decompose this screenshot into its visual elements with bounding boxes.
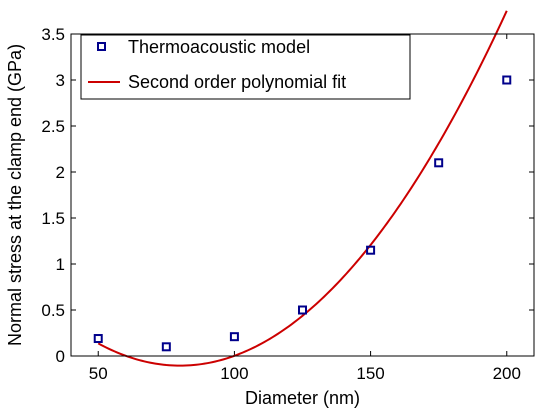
x-axis-label: Diameter (nm) — [245, 388, 360, 408]
y-tick-label: 2.5 — [41, 117, 65, 136]
x-tick-label: 150 — [356, 364, 384, 383]
y-tick-label: 0.5 — [41, 301, 65, 320]
x-tick-label: 200 — [493, 364, 521, 383]
data-point — [161, 342, 171, 352]
data-point — [93, 334, 103, 344]
legend-label-fit: Second order polynomial fit — [128, 72, 346, 92]
data-point — [366, 245, 376, 255]
tick-labels: 50 100 150 200 0 0.5 1 1.5 2 2.5 3 3.5 — [41, 25, 521, 383]
plot-frame — [70, 33, 535, 357]
y-tick-label: 1.5 — [41, 209, 65, 228]
x-tick-label: 50 — [89, 364, 108, 383]
y-tick-label: 0 — [56, 347, 65, 366]
y-axis-label: Normal stress at the clamp end (GPa) — [5, 44, 25, 346]
legend: Thermoacoustic model Second order polyno… — [80, 34, 411, 100]
legend-box — [80, 34, 411, 100]
x-tick-label: 100 — [220, 364, 248, 383]
data-point — [502, 75, 512, 85]
data-point — [434, 158, 444, 168]
data-point — [298, 305, 307, 315]
y-tick-label: 1 — [56, 255, 65, 274]
legend-label-model: Thermoacoustic model — [128, 37, 310, 57]
fit-curve — [97, 10, 508, 367]
data-point — [229, 332, 239, 342]
y-tick-label: 3.5 — [41, 25, 65, 44]
legend-marker-square — [97, 42, 106, 51]
series-layer — [93, 10, 512, 367]
y-tick-label: 2 — [56, 163, 65, 182]
y-tick-label: 3 — [56, 71, 65, 90]
